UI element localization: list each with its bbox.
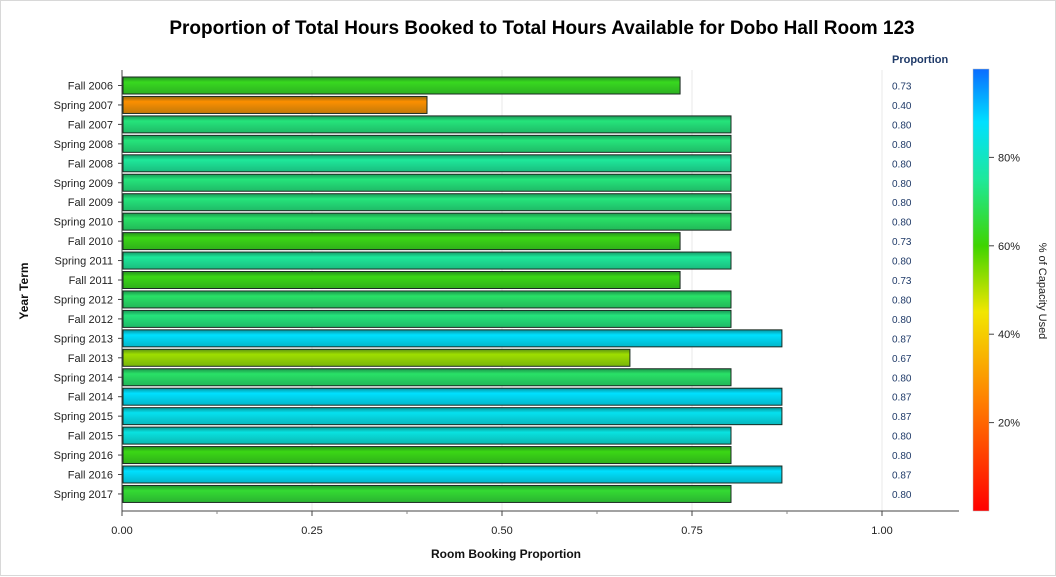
y-tick-label: Fall 2006 [68,81,113,93]
proportion-label: 0.87 [892,412,912,423]
bar [122,212,732,231]
proportion-label: 0.80 [892,257,912,268]
bar [122,193,732,212]
proportion-label: 0.80 [892,451,912,462]
y-tick-label: Fall 2013 [68,353,113,365]
y-tick-label: Spring 2016 [54,450,113,462]
bar [122,446,732,465]
y-tick-label: Spring 2014 [54,372,113,384]
y-tick-label: Fall 2012 [68,314,113,326]
proportion-label: 0.67 [892,354,912,365]
y-tick-labels: Fall 2006 Spring 2007 Fall 2007 Spring 2008… [54,81,122,501]
bar [122,387,783,406]
proportion-label: 0.80 [892,159,912,170]
proportion-label: 0.87 [892,471,912,482]
y-tick-label: Fall 2016 [68,470,113,482]
y-tick-label: Fall 2014 [68,392,113,404]
y-tick-label: Spring 2011 [54,256,113,268]
proportion-label: 0.80 [892,373,912,384]
y-tick-label: Spring 2017 [54,489,113,501]
y-tick-label: Fall 2011 [69,275,113,287]
bar [122,251,732,270]
bar [122,329,783,348]
color-legend-border [972,68,990,512]
bar [122,465,783,484]
bar [122,368,732,387]
proportion-label: 0.40 [892,101,912,112]
bar-layer [122,76,783,503]
proportion-label: 0.80 [892,490,912,501]
proportion-label: 0.87 [892,334,912,345]
chart-title: Proportion of Total Hours Booked to Tota… [169,18,914,39]
proportion-column-header: Proportion [892,54,948,66]
y-tick-label: Fall 2010 [68,236,113,248]
y-axis-title: Year Term [17,262,31,319]
proportion-label: 0.80 [892,432,912,443]
proportion-label: 0.87 [892,393,912,404]
color-legend [972,68,990,512]
color-legend-tick-label: 60% [998,241,1020,253]
y-tick-label: Spring 2008 [54,139,113,151]
proportion-label: 0.80 [892,295,912,306]
x-tick-label: 1.00 [871,525,892,537]
bar [122,426,732,445]
bar [122,115,732,134]
bar [122,348,631,367]
y-tick-label: Spring 2009 [54,178,113,190]
y-tick-label: Fall 2015 [68,431,113,443]
y-tick-label: Fall 2008 [68,158,113,170]
x-tick-label: 0.25 [301,525,322,537]
color-legend-tick-label: 20% [998,418,1020,430]
bar [122,95,428,114]
color-legend-tick-label: 80% [998,152,1020,164]
proportion-label: 0.80 [892,140,912,151]
proportion-column: 0.73 0.40 0.80 0.80 0.80 0.80 0.80 0.80 0.73 0.80… [892,82,912,501]
bar [122,271,681,289]
color-legend-tick-label: 40% [998,329,1020,341]
proportion-label: 0.80 [892,198,912,209]
proportion-label: 0.73 [892,82,912,93]
proportion-label: 0.80 [892,218,912,229]
x-tick-label: 0.00 [111,525,132,537]
y-tick-label: Spring 2015 [54,411,113,423]
bar [122,154,732,173]
bar [122,76,681,95]
bar [122,407,783,426]
bar [122,484,732,503]
y-tick-label: Spring 2013 [54,333,113,345]
y-tick-label: Spring 2012 [54,294,113,306]
y-tick-label: Fall 2007 [68,119,113,131]
proportion-label: 0.73 [892,276,912,287]
color-legend-label: % of Capacity Used [1036,243,1048,340]
bar [122,232,681,251]
proportion-label: 0.73 [892,237,912,248]
x-axis-title: Room Booking Proportion [431,547,581,561]
proportion-label: 0.80 [892,179,912,190]
proportion-label: 0.80 [892,120,912,131]
x-tick-labels: 0.00 0.25 0.50 0.75 1.00 [111,525,892,537]
x-tick-label: 0.50 [491,525,512,537]
bar [122,173,732,192]
y-tick-label: Fall 2009 [68,197,113,209]
bar [122,290,732,309]
y-tick-label: Spring 2007 [54,100,113,112]
color-legend-ticks: 20% 40% 60% 80% [989,152,1020,430]
bar [122,134,732,153]
x-tick-label: 0.75 [681,525,702,537]
bar [122,309,732,328]
color-legend-gradient [973,69,989,511]
proportion-label: 0.80 [892,315,912,326]
y-tick-label: Spring 2010 [54,217,113,229]
